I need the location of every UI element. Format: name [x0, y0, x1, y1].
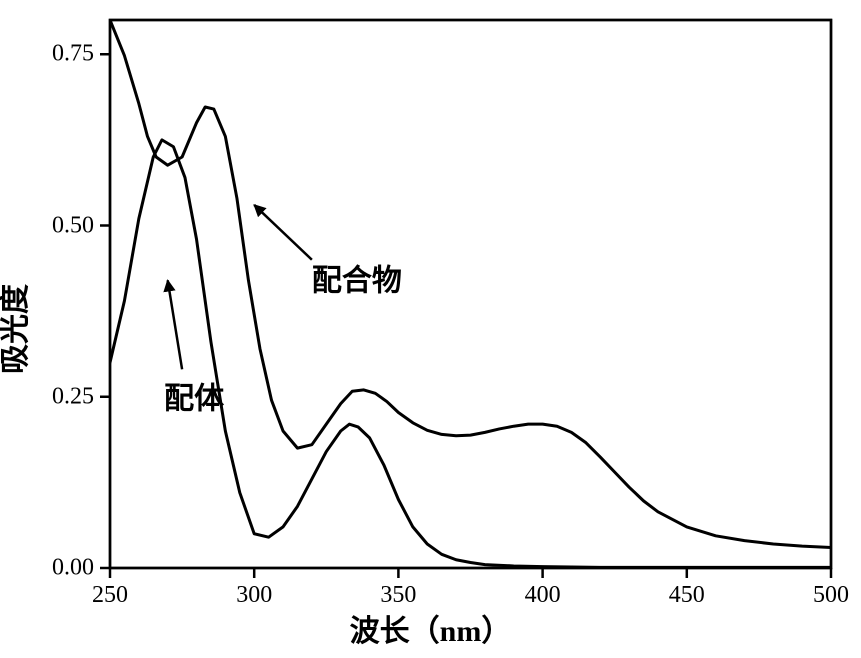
x-tick-label: 500	[813, 582, 849, 609]
x-tick-label: 300	[236, 582, 272, 609]
plot-area	[110, 20, 831, 568]
x-tick-label: 450	[669, 582, 705, 609]
y-axis-label: 吸光度	[0, 284, 34, 374]
y-tick-label: 0.75	[52, 41, 94, 68]
x-tick-label: 350	[380, 582, 416, 609]
x-tick-label: 250	[92, 582, 128, 609]
x-tick-label: 400	[525, 582, 561, 609]
y-tick-label: 0.00	[52, 555, 94, 582]
chart-canvas	[0, 0, 861, 658]
x-axis-label: 波长（nm）	[350, 606, 512, 650]
y-tick-label: 0.50	[52, 212, 94, 239]
spectrum-chart: 吸光度 波长（nm） 250 300 350 400 450 500 0.00 0.25 0.5…	[0, 0, 861, 658]
y-tick-label: 0.25	[52, 383, 94, 410]
